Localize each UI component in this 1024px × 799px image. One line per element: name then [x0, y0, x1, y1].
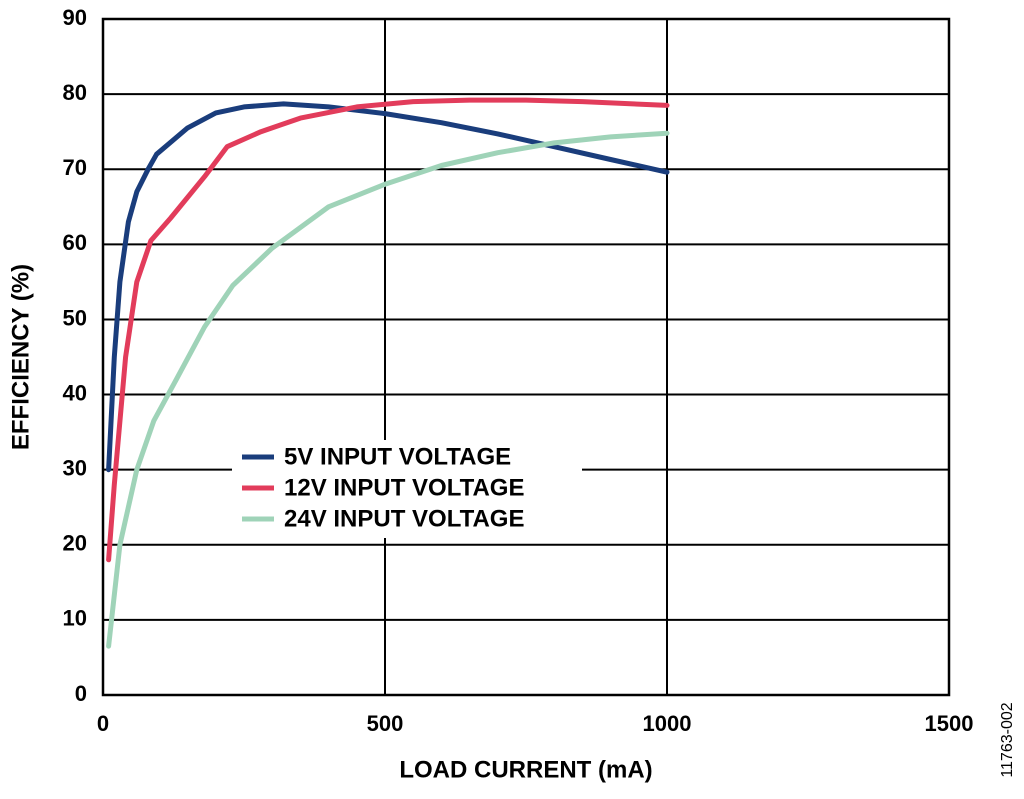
- legend-label: 12V INPUT VOLTAGE: [284, 474, 524, 501]
- legend-box: [232, 440, 582, 538]
- y-tick-label: 0: [75, 681, 87, 706]
- legend-label: 5V INPUT VOLTAGE: [284, 443, 511, 470]
- legend-label: 24V INPUT VOLTAGE: [284, 505, 524, 532]
- y-tick-label: 40: [63, 380, 87, 405]
- y-tick-label: 70: [63, 155, 87, 180]
- y-tick-label: 30: [63, 455, 87, 480]
- figure-id: 11763-002: [999, 702, 1016, 777]
- y-tick-label: 20: [63, 531, 87, 556]
- x-tick-label: 500: [367, 711, 404, 736]
- y-tick-label: 90: [63, 5, 87, 30]
- x-tick-label: 1000: [643, 711, 692, 736]
- y-tick-label: 60: [63, 230, 87, 255]
- x-tick-label: 0: [97, 711, 109, 736]
- y-axis-label: EFFICIENCY (%): [7, 264, 34, 450]
- plot-frame: [101, 17, 951, 697]
- y-tick-label: 10: [63, 606, 87, 631]
- data-line: [106, 97, 670, 563]
- data-line: [106, 130, 670, 649]
- y-tick-label: 50: [63, 305, 87, 330]
- y-tick-label: 80: [63, 80, 87, 105]
- data-line: [106, 101, 670, 473]
- legend: 5V INPUT VOLTAGE 12V INPUT VOLTAGE 24V INP…: [232, 440, 582, 538]
- x-axis-label: LOAD CURRENT (mA): [399, 756, 652, 783]
- x-tick-label: 1500: [925, 711, 974, 736]
